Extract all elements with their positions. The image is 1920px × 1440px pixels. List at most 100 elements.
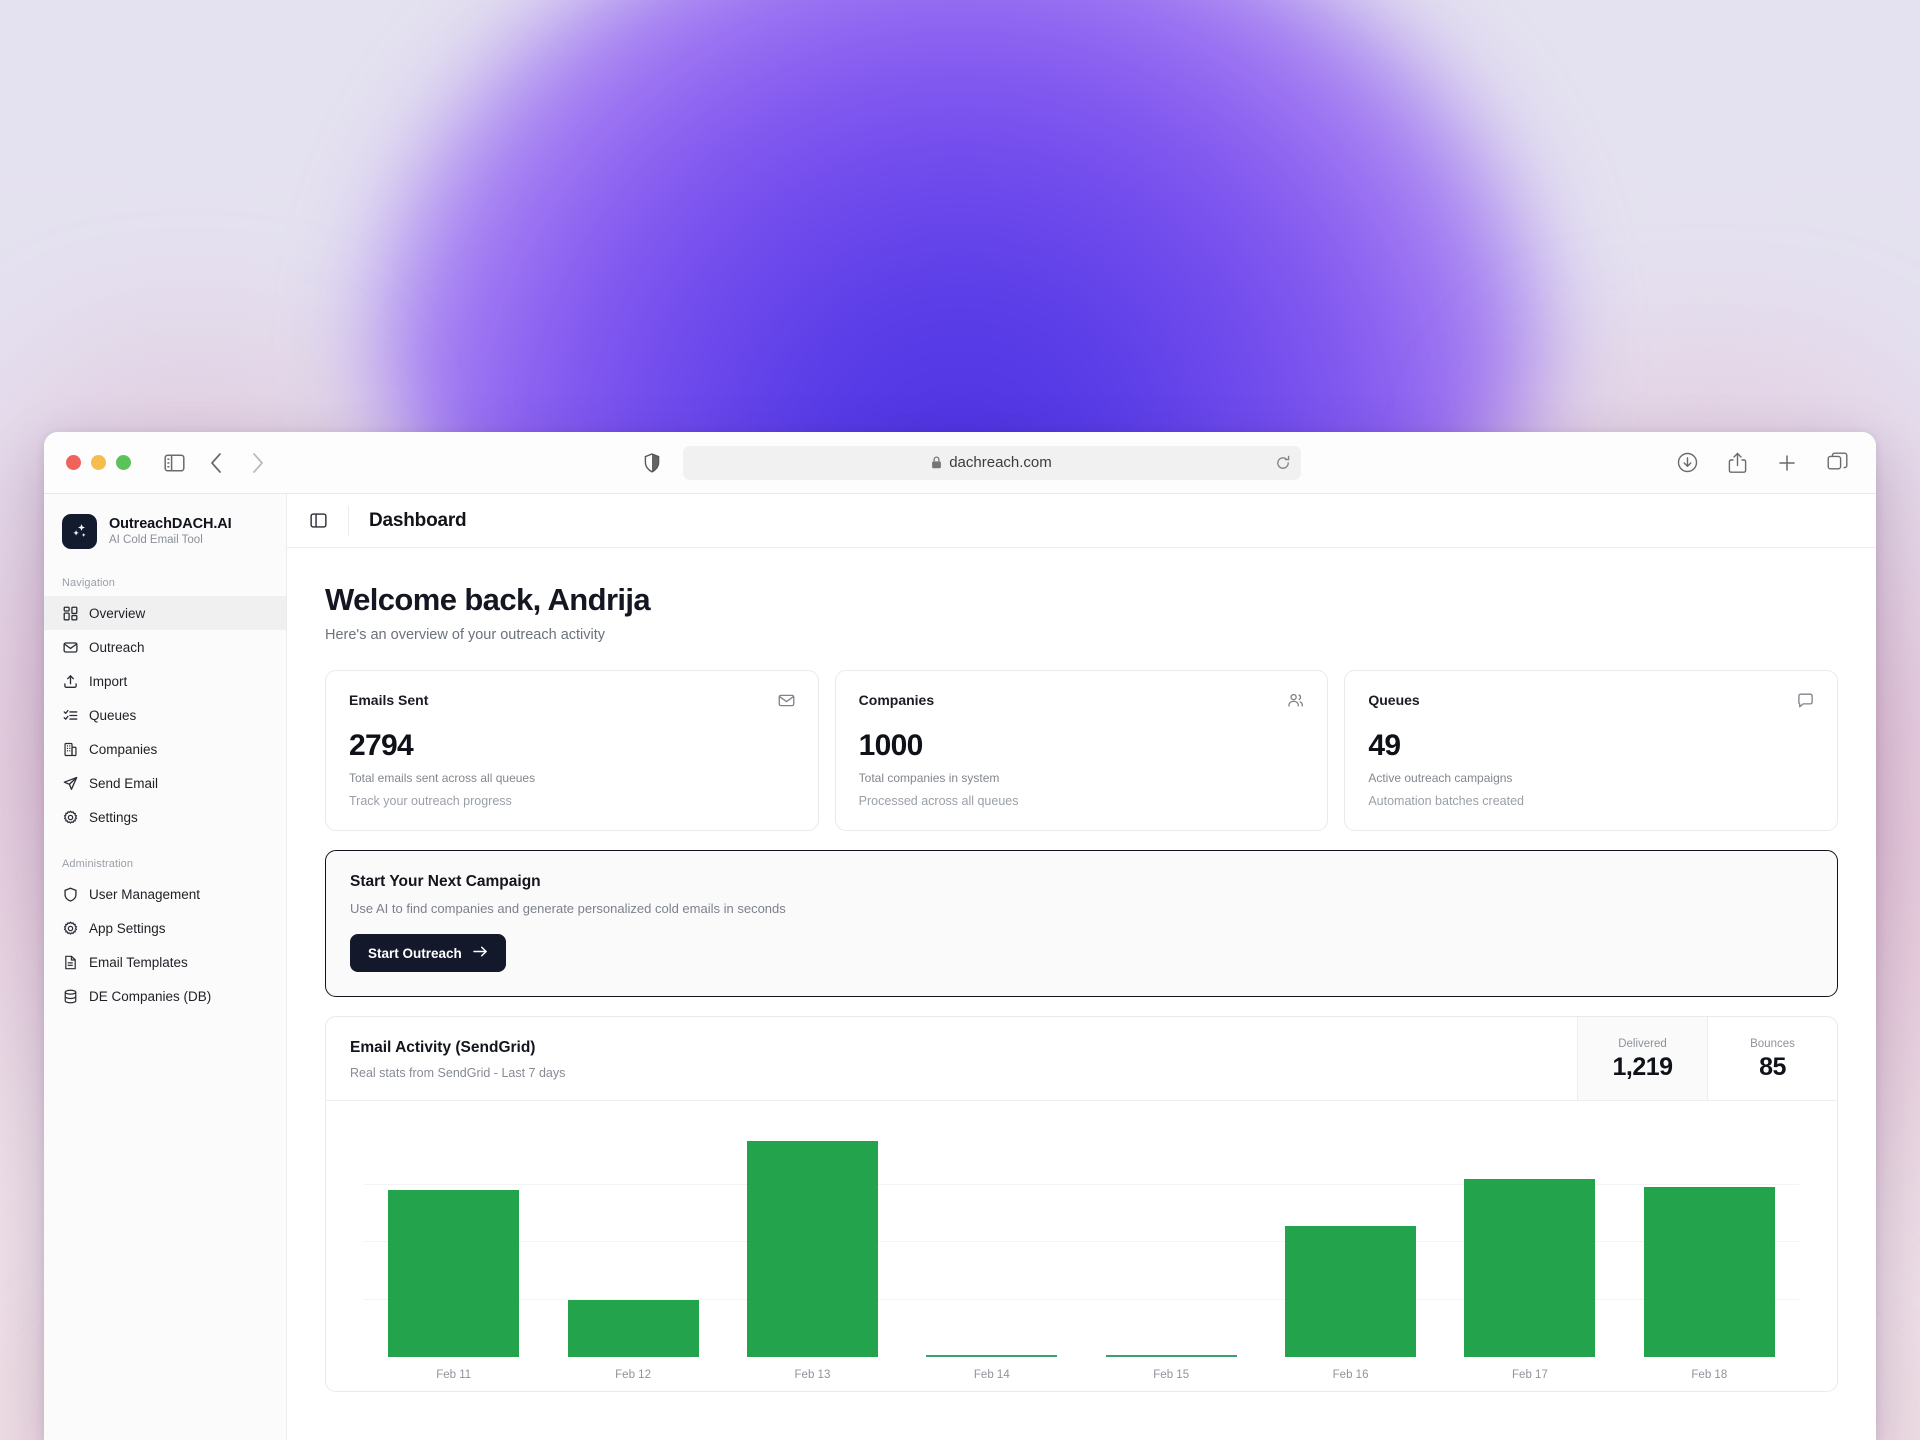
stat-subdescription: Automation batches created <box>1368 794 1524 808</box>
welcome-heading: Welcome back, Andrija <box>325 582 651 617</box>
chart-bar[interactable] <box>926 1355 1058 1357</box>
chart-x-tick: Feb 11 <box>436 1369 472 1381</box>
building-icon <box>62 741 78 757</box>
chart-bar-slot[interactable] <box>902 1127 1081 1357</box>
dashboard-content: Welcome back, Andrija Here's an overview… <box>287 548 1876 1440</box>
main-content: Dashboard Welcome back, Andrija Here's a… <box>287 494 1876 1440</box>
chart-x-tick: Feb 12 <box>615 1369 651 1381</box>
stat-label: Emails Sent <box>349 692 429 708</box>
database-icon <box>62 988 78 1004</box>
header-divider <box>348 505 349 536</box>
panel-toggle-icon[interactable] <box>304 507 332 535</box>
email-activity-card: Email Activity (SendGrid) Real stats fro… <box>325 1016 1838 1392</box>
sidebar-item-label: Outreach <box>89 639 145 655</box>
chart-bar[interactable] <box>1105 1355 1237 1357</box>
sidebar-item-companies[interactable]: Companies <box>44 732 286 766</box>
email-activity-chart: Feb 11 Feb 12 Feb 13 Feb 14 Feb 15 Feb 16 Feb … <box>326 1101 1837 1391</box>
sidebar-item-user-management[interactable]: User Management <box>44 877 286 911</box>
mail-icon <box>778 692 795 709</box>
stat-description: Total companies in system <box>858 771 1000 785</box>
chart-x-tick: Feb 15 <box>1153 1369 1190 1381</box>
stat-card-emails-sent[interactable]: Emails Sent 2794 Total emails sent acros… <box>325 670 819 831</box>
delivered-stat: Delivered 1,219 <box>1577 1017 1707 1100</box>
send-icon <box>62 775 78 791</box>
stat-value: 2794 <box>349 729 414 762</box>
lock-icon <box>931 456 942 469</box>
chart-bar[interactable] <box>567 1299 699 1357</box>
message-icon <box>1797 692 1814 709</box>
stat-card-queues[interactable]: Queues 49 Active outreach campaigns Auto… <box>1344 670 1839 831</box>
address-bar-region: dachreach.com <box>275 445 1660 480</box>
chart-x-tick: Feb 16 <box>1332 1369 1369 1381</box>
sidebar-item-label: Companies <box>89 741 158 757</box>
share-icon[interactable] <box>1720 446 1754 480</box>
chart-bar-slot[interactable] <box>1082 1127 1261 1357</box>
chart-gridline <box>364 1298 1799 1300</box>
chart-bar[interactable] <box>1464 1178 1596 1357</box>
sidebar-toggle-icon[interactable] <box>157 446 191 480</box>
download-icon[interactable] <box>1670 446 1704 480</box>
sidebar-item-overview[interactable]: Overview <box>44 596 286 630</box>
sidebar-divider-spacer <box>44 834 286 848</box>
chart-bar[interactable] <box>1643 1187 1775 1357</box>
sidebar-item-label: Overview <box>89 605 146 621</box>
chart-bar[interactable] <box>746 1141 878 1357</box>
gear-icon <box>62 809 78 825</box>
brand-name: OutreachDACH.AI <box>109 515 232 532</box>
sidebar-item-import[interactable]: Import <box>44 664 286 698</box>
chart-plot-area <box>364 1127 1799 1357</box>
privacy-shield-icon[interactable] <box>635 446 669 480</box>
sidebar-item-outreach[interactable]: Outreach <box>44 630 286 664</box>
bounces-stat: Bounces 85 <box>1707 1017 1837 1100</box>
chart-bar[interactable] <box>1285 1225 1417 1357</box>
sidebar-item-app-settings[interactable]: App Settings <box>44 911 286 945</box>
chart-bar-slot[interactable] <box>1620 1127 1799 1357</box>
sparkles-icon <box>62 514 97 549</box>
sidebar-item-label: Import <box>89 673 128 689</box>
chart-bar-slot[interactable] <box>1261 1127 1440 1357</box>
window-controls <box>66 455 131 470</box>
sidebar-item-label: DE Companies (DB) <box>89 988 212 1004</box>
sidebar-item-label: Email Templates <box>89 954 188 970</box>
new-tab-icon[interactable] <box>1770 446 1804 480</box>
chart-bar[interactable] <box>388 1190 520 1357</box>
reload-icon[interactable] <box>1275 455 1291 471</box>
nav-section-label-administration: Administration <box>62 858 134 870</box>
start-outreach-button[interactable]: Start Outreach <box>350 934 506 972</box>
chart-bar-slot[interactable] <box>723 1127 902 1357</box>
stat-label: Queues <box>1368 692 1420 708</box>
brand-block[interactable]: OutreachDACH.AI AI Cold Email Tool <box>44 494 286 567</box>
maximize-window-button[interactable] <box>116 455 131 470</box>
close-window-button[interactable] <box>66 455 81 470</box>
start-outreach-label: Start Outreach <box>368 945 462 961</box>
file-text-icon <box>62 954 78 970</box>
stat-subdescription: Processed across all queues <box>858 794 1019 808</box>
sidebar-item-label: App Settings <box>89 920 166 936</box>
sidebar-item-email-templates[interactable]: Email Templates <box>44 945 286 979</box>
chart-bar-slot[interactable] <box>1440 1127 1619 1357</box>
sidebar-item-settings[interactable]: Settings <box>44 800 286 834</box>
sidebar-item-label: Send Email <box>89 775 159 791</box>
chart-x-tick: Feb 14 <box>973 1369 1010 1381</box>
back-button[interactable] <box>199 446 233 480</box>
stat-card-companies[interactable]: Companies 1000 Total companies in system… <box>834 670 1329 831</box>
sidebar-item-de-companies-db[interactable]: DE Companies (DB) <box>44 979 286 1013</box>
email-activity-header: Email Activity (SendGrid) Real stats fro… <box>326 1017 1837 1101</box>
forward-button[interactable] <box>241 446 275 480</box>
chart-gridline <box>364 1241 1799 1242</box>
minimize-window-button[interactable] <box>91 455 106 470</box>
chart-bar-slot[interactable] <box>543 1127 722 1357</box>
chart-bar-slot[interactable] <box>364 1127 543 1357</box>
gear-icon <box>62 920 78 936</box>
campaign-cta-card: Start Your Next Campaign Use AI to find … <box>325 850 1838 997</box>
tab-overview-icon[interactable] <box>1820 446 1854 480</box>
sidebar-item-queues[interactable]: Queues <box>44 698 286 732</box>
sidebar-item-send-email[interactable]: Send Email <box>44 766 286 800</box>
grid-icon <box>62 605 78 621</box>
address-bar-text: dachreach.com <box>949 454 1052 471</box>
address-bar[interactable]: dachreach.com <box>682 445 1301 480</box>
chart-x-tick: Feb 17 <box>1512 1369 1548 1381</box>
page-header: Dashboard <box>287 494 1876 548</box>
browser-window: dachreach.com <box>44 432 1876 1440</box>
activity-title: Email Activity (SendGrid) <box>350 1039 536 1056</box>
